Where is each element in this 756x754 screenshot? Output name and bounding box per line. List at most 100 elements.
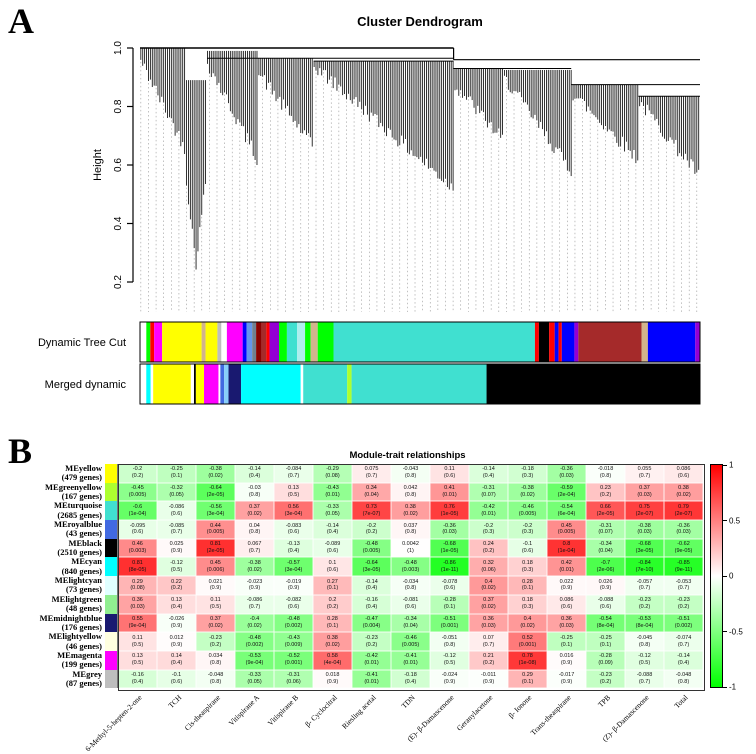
- module-band-segment: [305, 322, 311, 362]
- trait-label: β- Cyclocitral: [303, 693, 339, 729]
- module-band-segment: [241, 364, 301, 404]
- heatmap-cell: -0.48 (0.002): [235, 632, 274, 651]
- heatmap-cell: 0.086 (0.6): [664, 464, 703, 483]
- cluster-dendrogram-figure: Cluster Dendrogram Height 1.0 0.8 0.6 0.4 0.…: [38, 14, 701, 405]
- module-label: MEyellow (479 genes): [61, 463, 102, 483]
- trait-label: TCH: [165, 693, 183, 710]
- heatmap-cell: 0.07 (0.7): [469, 632, 508, 651]
- heatmap-cell: -0.62 (9e-05): [664, 538, 703, 558]
- y-tick-label: 0.4: [113, 216, 124, 230]
- heatmap-cell: -0.2 (0.3): [508, 520, 547, 539]
- heatmap-cell: 0.37 (0.02): [196, 613, 235, 633]
- trait-label: Vitispirane B: [265, 693, 300, 728]
- colorbar-tick-label: -1: [729, 682, 737, 692]
- heatmap-cell: 0.14 (0.4): [157, 650, 196, 670]
- trait-label: Riesling acetal: [340, 693, 378, 731]
- heatmap-cell: -0.074 (0.7): [664, 632, 703, 651]
- dendrogram-y-axis: 1.0 0.8 0.6 0.4 0.2: [113, 41, 134, 289]
- heatmap-row: MElightgreen (48 genes) 0.36 (0.03) 0.13 (0.4…: [12, 593, 703, 614]
- trait-label: Trans-theaspirane: [528, 693, 573, 738]
- module-color-swatch: [105, 482, 118, 502]
- heatmap-cell: 0.27 (0.1): [313, 576, 352, 595]
- heatmap-cell: 0.2 (0.2): [313, 594, 352, 614]
- heatmap-cell: 0.28 (0.1): [313, 613, 352, 633]
- heatmap-cell: 0.45 (0.005): [547, 520, 586, 539]
- heatmap-cell: 0.13 (0.5): [118, 650, 157, 670]
- module-band-segment: [269, 322, 280, 362]
- heatmap-cell: -0.33 (0.05): [313, 501, 352, 521]
- heatmap-cell: -0.25 (0.1): [586, 632, 625, 651]
- heatmap-cell: -0.51 (0.002): [664, 613, 703, 633]
- module-band-segment: [242, 322, 247, 362]
- module-band-segment: [205, 322, 218, 362]
- module-color-swatch: [105, 650, 118, 670]
- module-band-segment: [574, 322, 579, 362]
- heatmap-cell: -0.019 (0.9): [274, 576, 313, 595]
- module-band-segment: [217, 322, 222, 362]
- trait-label: Total: [672, 693, 690, 711]
- heatmap-cell: 0.23 (0.2): [586, 482, 625, 502]
- module-band-segment: [297, 322, 306, 362]
- module-band-segment: [256, 322, 262, 362]
- module-band-segment: [193, 364, 196, 404]
- colorbar-tick-label: 1: [729, 460, 734, 470]
- heatmap-cell: -0.23 (0.2): [625, 594, 664, 614]
- heatmap-cell: 0.04 (0.8): [235, 520, 274, 539]
- module-band-segment: [146, 364, 151, 404]
- module-label: MElightgreen (48 genes): [51, 593, 102, 614]
- y-tick-label: 0.8: [113, 99, 124, 113]
- heatmap-cell: -0.045 (0.8): [625, 632, 664, 651]
- heatmap-cell: -0.095 (0.6): [118, 520, 157, 539]
- heatmap-cell: -0.25 (0.1): [547, 632, 586, 651]
- module-band-segment: [333, 322, 535, 362]
- heatmap-cell: 0.55 (9e-04): [118, 613, 157, 633]
- module-color-swatch: [105, 557, 118, 577]
- module-color-swatch: [105, 669, 118, 689]
- heatmap-cell: -0.18 (0.3): [508, 464, 547, 483]
- module-band-segment: [303, 364, 348, 404]
- module-label: MEgreenyellow (167 genes): [45, 481, 102, 502]
- heatmap-cell: 0.34 (0.04): [352, 482, 391, 502]
- heatmap-cell: -0.42 (0.01): [469, 501, 508, 521]
- heatmap-cell: 0.36 (0.03): [118, 594, 157, 614]
- heatmap-cell: 0.11 (0.5): [118, 632, 157, 651]
- heatmap-row: MEroyalblue (43 genes) -0.095 (0.6) -0.085 (0…: [12, 519, 703, 539]
- heatmap-cell: -0.084 (0.7): [274, 464, 313, 483]
- trait-axis-labels: 6-Methyl-5-hepten-2-one TCH Cis-theaspiran…: [84, 690, 703, 754]
- heatmap-cell: -0.36 (0.03): [547, 464, 586, 483]
- heatmap-cell: -0.31 (0.07): [469, 482, 508, 502]
- module-band-segment: [347, 364, 352, 404]
- heatmap-cell: -0.086 (0.7): [235, 594, 274, 614]
- heatmap-cell: 0.21 (0.2): [469, 650, 508, 670]
- correlation-colorbar: 1 0.5 0 -0.5 -1: [710, 461, 743, 692]
- module-band-segment: [549, 322, 555, 362]
- heatmap-cell: -0.38 (0.03): [625, 520, 664, 539]
- heatmap-row: MEcyan (840 genes) 0.81 (8e-05) -0.12 (0.5) 0.…: [12, 557, 703, 577]
- module-band-segment: [300, 364, 304, 404]
- heatmap-cell: -0.53 (8e-04): [625, 613, 664, 633]
- heatmap-cell: 0.37 (0.02): [235, 501, 274, 521]
- dendrogram-tree: [140, 47, 700, 312]
- module-color-bands: [139, 321, 701, 405]
- module-color-swatch: [105, 464, 118, 483]
- trait-label: TPB: [595, 693, 612, 710]
- module-band-segment: [201, 322, 206, 362]
- module-color-swatch: [105, 501, 118, 521]
- module-band-segment: [351, 364, 487, 404]
- heatmap-cell: 0.37 (0.02): [469, 594, 508, 614]
- heatmap-row: MEgrey (87 genes) -0.16 (0.4) -0.1 (0.6) -0.04…: [12, 668, 703, 689]
- heatmap-cell: 0.021 (0.9): [196, 576, 235, 595]
- heatmap-cell: 0.76 (1e-05): [430, 501, 469, 521]
- module-band-segment: [641, 322, 648, 362]
- heatmap-cell: 0.0042 (1): [391, 538, 430, 558]
- heatmap-cell: -0.34 (0.04): [586, 538, 625, 558]
- module-band-segment: [220, 364, 225, 404]
- heatmap-cell: -0.46 (0.005): [391, 632, 430, 651]
- heatmap-cell: -0.38 (0.02): [235, 557, 274, 577]
- heatmap-cell: 0.037 (0.8): [391, 520, 430, 539]
- module-band-segment: [578, 322, 642, 362]
- module-band-segment: [226, 322, 243, 362]
- heatmap-cell: 0.29 (0.08): [118, 576, 157, 595]
- module-label: MEgrey (87 genes): [65, 668, 102, 688]
- heatmap-cell: 0.018 (0.9): [313, 669, 352, 689]
